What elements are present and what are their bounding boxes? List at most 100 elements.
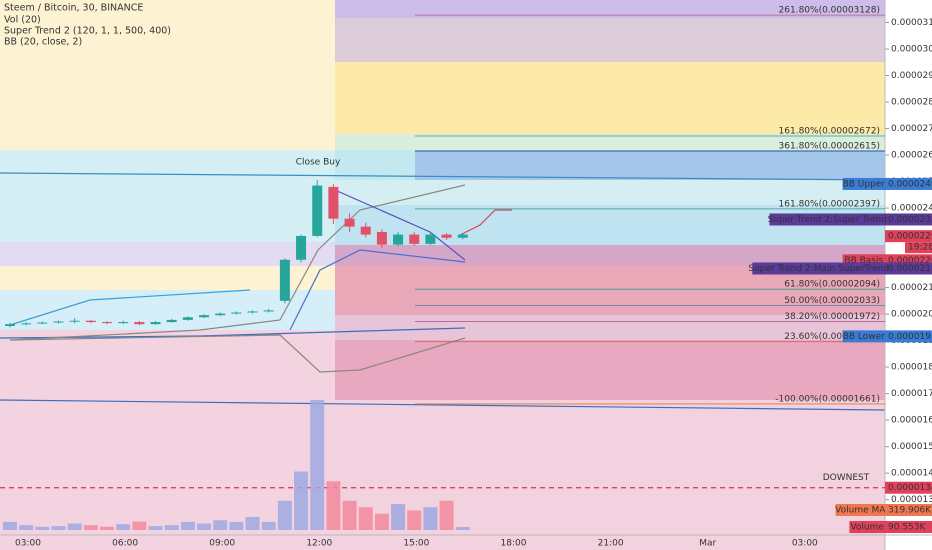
fib-label: 361.80%(0.00002615) [779,142,880,152]
volume-name-box [849,521,885,533]
candle-body [5,324,15,327]
fib-label: 23.60%(0.00001896) [784,332,880,342]
indicator-name-box [752,262,885,275]
volume-bar [83,525,98,530]
y-tick-label: 0.00001500 [891,442,932,452]
fib-label: 261.80%(0.00003128) [779,6,880,16]
volume-bar [164,525,179,530]
price-label: 0.00002172 [888,264,932,274]
indicator-lines [0,172,886,411]
candle-body [312,185,323,236]
candle-body [344,218,355,227]
fib-label: -100.00%(0.00001661) [775,394,880,404]
volume-bar [358,507,373,530]
fib-label: 61.80%(0.00002094) [784,280,880,290]
volume-name: Volume [850,523,884,533]
candle-body [296,235,307,260]
candle-body [360,226,371,235]
x-tick-label: 12:00 [306,539,332,549]
volume-bar [294,471,309,530]
price-label-box [885,230,932,243]
candle-body [85,320,96,323]
candle-body [457,234,468,238]
volume-bar [213,520,228,530]
volume-bar [180,521,195,530]
candle-body [21,323,32,325]
y-tick-label: 0.00002900 [891,71,932,81]
volume-bar [326,481,341,530]
volume-bar [197,523,212,530]
y-tick-label: 0.00002400 [891,204,932,214]
price-label-box [885,262,932,275]
y-tick-label: 0.00001400 [891,469,932,479]
volume-name: Volume MA [835,506,886,516]
volume-bar [19,525,34,530]
candle-body [134,322,145,325]
volume-bar [342,500,357,530]
volume-bar [391,504,406,530]
y-tick-label: 0.00002100 [891,283,932,293]
y-tick-label: 0.00002600 [891,151,932,161]
volume-value-box [885,504,932,516]
price-label: 0.00002203 [888,256,932,266]
candle-body [247,311,258,313]
volume-bar [229,521,244,530]
volume-bar [261,521,276,530]
price-label: 0.00001345 [888,483,932,493]
x-tick-label: 03:00 [15,539,41,549]
candle-body [102,322,113,324]
countdown-box [905,242,932,254]
candle-body [37,322,48,324]
candle-body [69,320,80,322]
volume-bar [439,500,454,530]
volume-bar [148,526,163,530]
price-label: 0.00002491 [888,179,932,189]
indicator-name-box [842,330,885,343]
indicator-name: Super Trend 2:Main SuperTrend [748,264,889,274]
price-label: 0.00001916 [888,332,932,342]
x-tick-label: 18:00 [501,539,527,549]
x-tick-label: Mar [699,539,716,549]
fib-label: 161.80%(0.00002397) [779,199,880,209]
volume-value-box [885,521,932,533]
candle-body [425,234,436,244]
y-tick-label: 0.00002700 [891,124,932,134]
fib-label: 38.20%(0.00001972) [784,312,880,322]
volume-bar [374,513,389,530]
x-tick-label: 15:00 [403,539,429,549]
price-label-box [885,177,932,190]
candle-body [263,310,274,312]
indicator-legend: Vol (20) [4,15,41,26]
indicator-legend: Super Trend 2 (120, 1, 1, 500, 400) [4,26,171,37]
y-tick-label: 0.00003100 [891,18,932,28]
volume-bar [310,400,325,530]
x-tick-label: 21:00 [598,539,624,549]
volume-bar [407,510,422,530]
x-tick-label: 09:00 [209,539,235,549]
countdown: 19:28 [908,243,932,253]
y-tick-label: 0.00001300 [891,495,932,505]
x-tick-label: 06:00 [112,539,138,549]
volume-value: 319.906K [888,506,932,516]
price-label: 0.00002294 [888,232,932,242]
volume-bar [67,523,82,530]
volume-value: 90.553K [888,523,926,533]
volume-bar [455,527,470,530]
price-label: 0.00002357 [888,215,932,225]
candle-body [150,322,161,325]
candle-body [166,319,177,323]
volume-bar [100,526,115,530]
candle-body [279,259,290,301]
indicator-legend: BB (20, close, 2) [4,37,82,48]
indicator-name: BB Upper [843,179,886,189]
fib-label: 50.00%(0.00002033) [784,296,880,306]
y-tick-label: 0.00002800 [891,98,932,108]
annotation: Close Buy [296,158,341,168]
volume-bar [277,500,292,530]
candle-body [199,315,210,318]
volume-bar [116,524,131,530]
price-label-box [885,330,932,343]
y-tick-label: 0.00001700 [891,389,932,399]
